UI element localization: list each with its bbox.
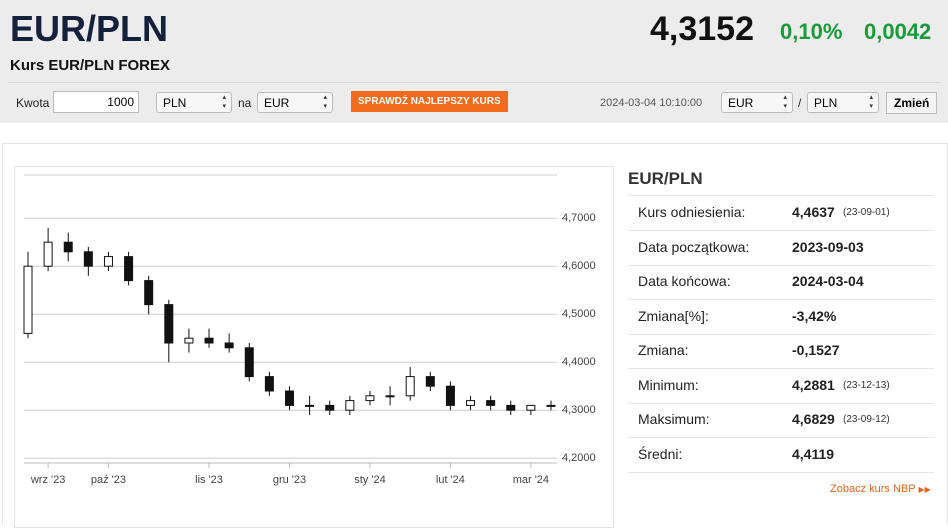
x-tick-label: mar '24: [513, 474, 549, 486]
candle-body: [546, 404, 556, 407]
stat-label: Minimum:: [638, 376, 699, 393]
pair-from-select[interactable]: EUR: [721, 92, 793, 113]
y-tick-label: 4,3000: [562, 404, 596, 416]
candle-body: [184, 337, 194, 344]
candle-body: [204, 337, 214, 344]
change-pct: 0,10%: [780, 19, 843, 44]
candle-body: [405, 376, 415, 397]
row-divider: [628, 333, 934, 335]
row-divider: [628, 471, 934, 473]
stat-label: Zmiana[%]:: [638, 307, 709, 324]
candle-body: [466, 400, 476, 406]
row-divider: [628, 299, 934, 300]
amount-input[interactable]: 1000: [53, 91, 139, 113]
candle-body: [103, 256, 113, 267]
candle-body: [365, 395, 375, 402]
stat-label: Maksimum:: [638, 411, 710, 427]
candle-body: [345, 400, 355, 411]
row-divider: [628, 402, 934, 404]
y-tick-label: 4,6000: [562, 260, 596, 272]
row-divider: [628, 437, 934, 438]
from-select[interactable]: PLN: [156, 92, 232, 113]
row-divider: [628, 368, 934, 369]
y-tick-label: 4,7000: [562, 212, 596, 224]
to-label: na: [238, 96, 252, 110]
x-tick-label: lut '24: [436, 474, 465, 486]
candle-body: [63, 241, 73, 253]
pair-title: EUR/PLN: [10, 8, 169, 49]
stat-label: Średni:: [638, 445, 683, 462]
link-arrows: ▶▶: [918, 485, 931, 494]
y-tick-label: 4,4000: [562, 356, 596, 368]
stat-value: 2024-03-04: [792, 273, 864, 289]
nbp-link[interactable]: Zobacz kurs NBP ▶▶: [830, 483, 931, 495]
candle-body: [23, 265, 33, 334]
timestamp: 2024-03-04 10:10:00: [600, 97, 703, 109]
candle-body: [164, 304, 174, 344]
change: 0,0042: [864, 19, 932, 44]
candle-body: [385, 395, 395, 398]
candle-body: [285, 390, 294, 406]
x-tick-label: lis '23: [195, 474, 223, 486]
stats-title: EUR/PLN: [628, 169, 703, 188]
row-divider: [628, 230, 934, 231]
candle-body: [445, 385, 455, 406]
x-tick-label: sty '24: [354, 474, 385, 486]
stat-value: 2023-09-03: [792, 238, 864, 255]
page: {"header": {"title": "EUR/PLN", "subtitl…: [0, 0, 948, 513]
chart: 4,2000 4,3000 4,4000 4,5000 4,6000 4,7000 wrz …: [23, 174, 596, 486]
separator: /: [798, 96, 802, 110]
stat-value: -0,1527: [792, 342, 840, 358]
x-tick-label: paź '23: [91, 474, 126, 486]
stat-value: 4,6829: [792, 411, 835, 427]
candle-body: [43, 241, 53, 267]
candle-body: [244, 347, 254, 378]
stat-label: Data końcowa:: [638, 273, 731, 289]
stat-value: 4,2881: [792, 376, 835, 393]
stat-value: 4,4637: [792, 204, 835, 220]
stat-label: Zmiana:: [638, 342, 689, 358]
stat-value: -3,42%: [792, 307, 837, 324]
change-button[interactable]: Zmień: [886, 92, 938, 114]
rate: 4,3152: [650, 10, 754, 48]
stat-label: Kurs odniesienia:: [638, 204, 746, 220]
stat-date: (23-12-13): [843, 379, 890, 391]
candle-body: [305, 404, 315, 407]
stat-label: Data początkowa:: [638, 238, 750, 255]
candle-body: [506, 404, 516, 411]
candle-body: [224, 342, 234, 349]
candle-body: [144, 280, 154, 306]
divider: [8, 82, 940, 83]
candle-body: [526, 404, 536, 411]
y-tick-label: 4,5000: [562, 308, 596, 320]
y-tick-label: 4,2000: [562, 452, 596, 464]
candle-body: [124, 256, 134, 282]
subtitle: Kurs EUR/PLN FOREX: [10, 57, 171, 74]
stat-value: 4,4119: [792, 445, 835, 462]
candle-body: [486, 400, 496, 406]
x-tick-label: wrz '23: [30, 474, 66, 486]
row-divider: [628, 264, 934, 266]
amount-label: Kwota: [16, 96, 50, 110]
candle-body: [325, 404, 335, 411]
candle-body: [83, 251, 93, 267]
stat-date: (23-09-12): [843, 414, 890, 425]
to-select[interactable]: EUR: [257, 92, 333, 113]
pair-to-select[interactable]: PLN: [807, 92, 879, 113]
row-divider: [628, 195, 934, 196]
candle-body: [425, 376, 435, 387]
nbp-link-text[interactable]: Zobacz kurs NBP: [830, 483, 916, 495]
candle-body: [264, 376, 274, 392]
x-tick-label: gru '23: [273, 474, 306, 486]
best-rate-button[interactable]: SPRAWDŹ NAJLEPSZY KURS: [351, 91, 508, 112]
stat-date: (23-09-01): [843, 207, 890, 218]
